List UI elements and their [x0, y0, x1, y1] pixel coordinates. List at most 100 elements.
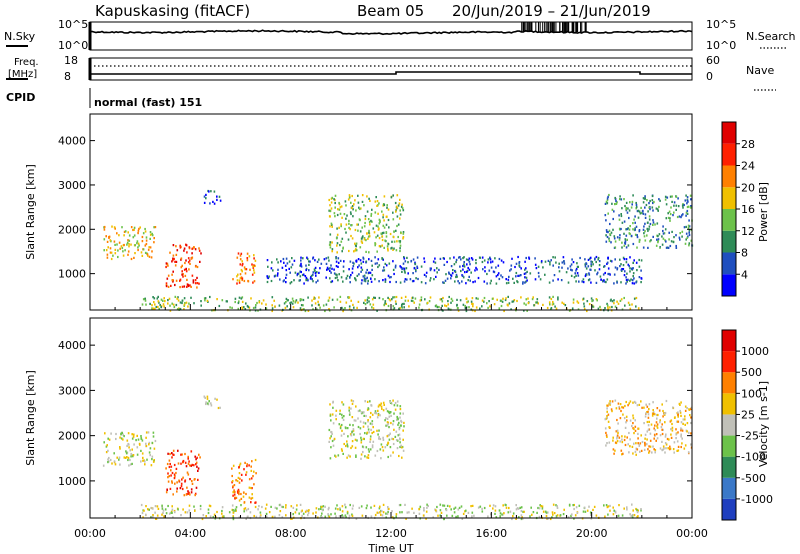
data-cell — [673, 451, 675, 454]
data-cell — [355, 209, 357, 212]
data-cell — [687, 451, 690, 454]
data-cell — [351, 507, 354, 510]
data-cell — [687, 235, 689, 238]
data-cell — [353, 250, 355, 253]
data-cell — [515, 271, 518, 275]
data-cell — [587, 258, 590, 261]
data-cell — [324, 309, 326, 313]
data-cell — [423, 509, 425, 512]
data-cell — [456, 306, 459, 310]
data-cell — [175, 260, 178, 263]
data-cell — [555, 504, 557, 507]
data-cell — [291, 517, 293, 520]
data-cell — [353, 262, 355, 265]
data-cell — [239, 254, 242, 257]
data-cell — [351, 271, 354, 274]
data-cell — [209, 505, 212, 508]
data-cell — [148, 441, 151, 444]
data-cell — [642, 201, 645, 204]
data-cell — [366, 431, 369, 434]
data-cell — [648, 225, 651, 228]
data-cell — [504, 298, 507, 302]
data-cell — [402, 209, 405, 212]
data-cell — [105, 235, 107, 238]
data-cell — [133, 433, 135, 436]
data-cell — [266, 275, 268, 278]
data-cell — [118, 241, 121, 244]
data-cell — [190, 450, 193, 453]
data-cell — [643, 422, 645, 425]
data-cell — [325, 262, 328, 265]
data-cell — [611, 410, 613, 413]
data-cell — [304, 275, 307, 278]
data-cell — [166, 277, 169, 280]
data-cell — [657, 235, 659, 238]
data-cell — [686, 212, 689, 215]
data-cell — [583, 302, 585, 305]
data-cell — [200, 304, 202, 307]
data-cell — [627, 301, 630, 304]
data-cell — [377, 405, 380, 408]
data-cell — [382, 503, 385, 506]
data-cell — [472, 281, 474, 284]
data-cell — [360, 436, 362, 439]
data-cell — [346, 512, 349, 515]
data-cell — [232, 509, 234, 512]
data-cell — [576, 272, 579, 275]
data-cell — [621, 406, 623, 409]
data-cell — [333, 272, 336, 275]
data-cell — [468, 306, 470, 309]
data-cell — [330, 513, 332, 516]
data-cell — [196, 265, 199, 269]
data-cell — [579, 256, 581, 260]
data-cell — [382, 436, 384, 439]
data-cell — [346, 427, 349, 430]
data-cell — [433, 278, 435, 281]
data-cell — [186, 471, 189, 474]
data-cell — [400, 205, 403, 208]
nsearch-spikes — [521, 22, 587, 32]
data-cell — [517, 255, 519, 259]
data-cell — [655, 439, 657, 442]
data-cell — [171, 505, 173, 508]
data-cell — [103, 249, 105, 252]
data-cell — [658, 233, 661, 236]
data-cell — [634, 221, 636, 224]
data-cell — [189, 262, 191, 265]
data-cell — [542, 510, 545, 513]
data-cell — [519, 506, 521, 509]
data-cell — [141, 240, 144, 243]
data-cell — [231, 504, 234, 507]
data-cell — [550, 297, 553, 301]
data-cell — [666, 196, 669, 199]
data-cell — [656, 425, 658, 428]
data-cell — [183, 308, 185, 311]
data-cell — [614, 196, 616, 200]
data-cell — [516, 299, 518, 303]
data-cell — [669, 217, 671, 220]
data-cell — [686, 205, 689, 209]
data-cell — [510, 268, 512, 271]
data-cell — [584, 265, 587, 268]
data-cell — [605, 229, 608, 232]
data-cell — [392, 236, 395, 239]
data-cell — [334, 512, 336, 515]
data-cell — [682, 203, 684, 206]
data-cell — [363, 277, 366, 280]
data-cell — [236, 282, 238, 285]
data-cell — [669, 219, 671, 222]
data-cell — [126, 439, 129, 442]
data-cell — [279, 278, 281, 281]
data-cell — [268, 511, 271, 514]
data-cell — [507, 511, 510, 514]
data-cell — [622, 413, 624, 416]
data-cell — [590, 281, 592, 284]
data-cell — [393, 428, 395, 431]
data-cell — [145, 236, 148, 239]
data-cell — [133, 234, 136, 237]
data-cell — [371, 208, 373, 211]
data-cell — [525, 280, 527, 283]
data-cell — [219, 199, 222, 202]
data-cell — [371, 264, 373, 267]
data-cell — [103, 238, 106, 241]
